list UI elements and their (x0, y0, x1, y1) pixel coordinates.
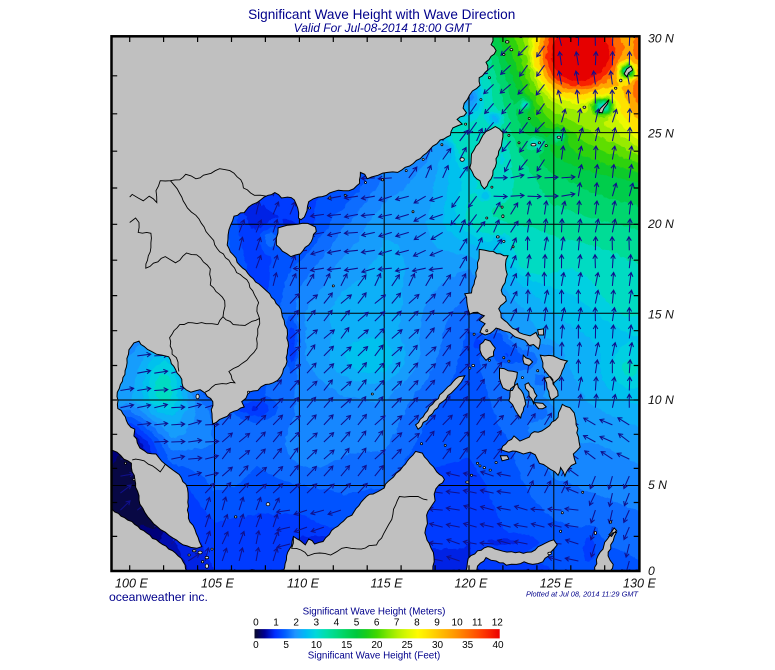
svg-text:5: 5 (283, 640, 289, 651)
svg-text:12: 12 (492, 618, 504, 629)
svg-text:2: 2 (293, 618, 299, 629)
svg-text:Significant Wave Height (Meter: Significant Wave Height (Meters) (303, 606, 446, 617)
svg-text:15 N: 15 N (648, 307, 674, 321)
svg-text:5 N: 5 N (648, 478, 667, 492)
svg-text:25: 25 (402, 640, 414, 651)
svg-text:5: 5 (354, 618, 360, 629)
svg-text:15: 15 (341, 640, 353, 651)
svg-text:1: 1 (273, 618, 279, 629)
svg-text:10: 10 (452, 618, 464, 629)
svg-text:25 N: 25 N (647, 126, 674, 140)
svg-text:0: 0 (253, 618, 259, 629)
svg-text:9: 9 (434, 618, 440, 629)
svg-text:100 E: 100 E (115, 577, 149, 591)
svg-text:6: 6 (374, 618, 380, 629)
svg-text:Significant Wave Height (Feet): Significant Wave Height (Feet) (308, 651, 441, 662)
svg-text:11: 11 (472, 618, 483, 629)
svg-text:120 E: 120 E (455, 577, 489, 591)
svg-text:oceanweather inc.: oceanweather inc. (109, 590, 208, 604)
svg-text:20: 20 (371, 640, 383, 651)
svg-text:4: 4 (334, 618, 340, 629)
svg-text:125 E: 125 E (540, 577, 574, 591)
svg-text:115 E: 115 E (371, 577, 404, 591)
svg-text:0: 0 (648, 564, 655, 578)
svg-text:10 N: 10 N (648, 393, 674, 407)
svg-text:110 E: 110 E (287, 577, 320, 591)
svg-text:30: 30 (432, 640, 444, 651)
svg-text:Plotted at Jul 08, 2014 11:29: Plotted at Jul 08, 2014 11:29 GMT (526, 590, 639, 599)
svg-text:35: 35 (462, 640, 474, 651)
svg-text:10: 10 (311, 640, 323, 651)
svg-text:0: 0 (253, 640, 259, 651)
svg-text:Significant Wave Height with W: Significant Wave Height with Wave Direct… (248, 7, 515, 22)
svg-text:8: 8 (414, 618, 420, 629)
svg-text:Valid For Jul-08-2014 18:00 GM: Valid For Jul-08-2014 18:00 GMT (294, 21, 473, 35)
svg-text:105 E: 105 E (201, 577, 235, 591)
svg-text:3: 3 (314, 618, 320, 629)
svg-text:130 E: 130 E (623, 577, 657, 591)
svg-text:20 N: 20 N (647, 217, 674, 231)
svg-text:7: 7 (394, 618, 400, 629)
svg-text:30 N: 30 N (648, 31, 674, 45)
svg-text:40: 40 (492, 640, 504, 651)
